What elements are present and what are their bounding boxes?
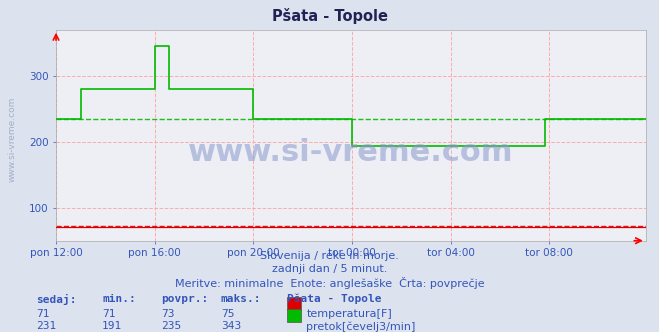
Text: Meritve: minimalne  Enote: anglešaške  Črta: povprečje: Meritve: minimalne Enote: anglešaške Črt…: [175, 277, 484, 289]
Text: 71: 71: [36, 309, 49, 319]
Text: pretok[čevelj3/min]: pretok[čevelj3/min]: [306, 321, 416, 332]
Text: 343: 343: [221, 321, 241, 331]
Text: Pšata - Topole: Pšata - Topole: [272, 8, 387, 24]
Text: Slovenija / reke in morje.: Slovenija / reke in morje.: [260, 251, 399, 261]
Text: povpr.:: povpr.:: [161, 294, 209, 304]
Text: temperatura[F]: temperatura[F]: [306, 309, 392, 319]
Text: www.si-vreme.com: www.si-vreme.com: [188, 138, 513, 167]
Text: 235: 235: [161, 321, 182, 331]
Text: min.:: min.:: [102, 294, 136, 304]
Text: 75: 75: [221, 309, 234, 319]
Text: 191: 191: [102, 321, 123, 331]
Text: 73: 73: [161, 309, 175, 319]
Text: 71: 71: [102, 309, 115, 319]
Text: maks.:: maks.:: [221, 294, 261, 304]
Text: Pšata - Topole: Pšata - Topole: [287, 294, 381, 304]
Text: www.si-vreme.com: www.si-vreme.com: [8, 97, 17, 182]
Text: zadnji dan / 5 minut.: zadnji dan / 5 minut.: [272, 264, 387, 274]
Text: 231: 231: [36, 321, 57, 331]
Text: sedaj:: sedaj:: [36, 294, 76, 305]
